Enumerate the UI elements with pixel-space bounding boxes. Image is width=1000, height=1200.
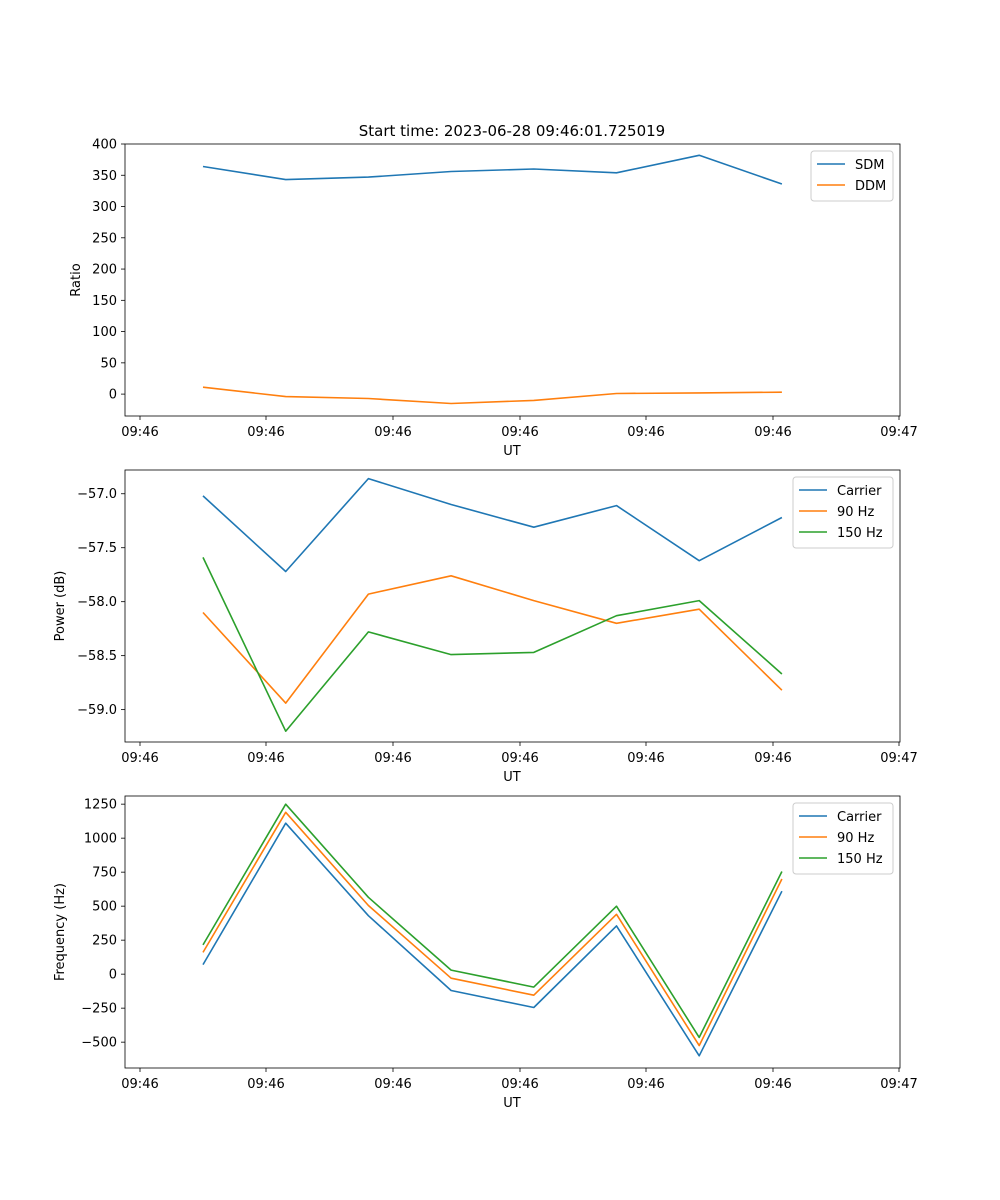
y-tick-label: −57.0 (77, 487, 117, 502)
legend-label: 150 Hz (837, 852, 883, 867)
legend-label: Carrier (837, 810, 882, 825)
y-tick-label: 750 (92, 866, 117, 881)
y-tick-label: −58.0 (77, 595, 117, 610)
legend-label: 150 Hz (837, 526, 883, 541)
chart-panel-1: 0 50 100 150 200 250 300 350 400 09:46 09:46 09:46 0… (69, 138, 918, 460)
y-tick-label: 100 (92, 325, 117, 340)
y-tick-label: 500 (92, 900, 117, 915)
x-tick-label: 09:47 (880, 1077, 917, 1092)
legend-box (792, 476, 894, 549)
x-axis-label: UT (503, 770, 521, 785)
x-tick-label: 09:47 (880, 425, 917, 440)
x-tick-label: 09:46 (374, 425, 411, 440)
y-tick-label: 50 (100, 356, 117, 371)
x-tick-label: 09:46 (627, 751, 664, 766)
x-axis-label: UT (503, 1096, 521, 1111)
x-tick-label: 09:46 (501, 751, 538, 766)
x-tick-label: 09:46 (501, 1077, 538, 1092)
y-tick-label: 300 (92, 200, 117, 215)
x-tick-label: 09:46 (627, 1077, 664, 1092)
x-tick-label: 09:46 (374, 751, 411, 766)
series-line-ddm (202, 386, 782, 405)
y-tick-label: 1000 (84, 832, 117, 847)
x-tick-label: 09:46 (121, 425, 158, 440)
y-tick-label: −500 (81, 1036, 117, 1051)
series-line-carrier (202, 477, 783, 573)
x-tick-label: 09:46 (754, 751, 791, 766)
legend-label: Carrier (837, 484, 882, 499)
y-tick-label: −58.5 (77, 649, 117, 664)
x-tick-label: 09:46 (247, 425, 284, 440)
x-tick-label: 09:46 (247, 1077, 284, 1092)
legend: Carrier 90 Hz 150 Hz (792, 802, 894, 875)
y-tick-label: −57.5 (77, 541, 117, 556)
legend-label: 90 Hz (837, 505, 874, 520)
y-tick-label: −59.0 (77, 703, 117, 718)
y-tick-label: 200 (92, 263, 117, 278)
x-tick-label: 09:46 (374, 1077, 411, 1092)
y-tick-label: 400 (92, 138, 117, 153)
legend-box (792, 802, 894, 875)
legend-label: DDM (855, 179, 886, 194)
chart-panel-2: −59.0 −58.5 −58.0 −57.5 −57.0 09:46 09:46 09:46… (53, 469, 918, 785)
x-tick-label: 09:46 (501, 425, 538, 440)
y-tick-label: 0 (109, 388, 117, 403)
y-axis-label: Ratio (69, 263, 84, 296)
series-line-150-hz (202, 803, 783, 1039)
legend-label: 90 Hz (837, 831, 874, 846)
legend: Carrier 90 Hz 150 Hz (792, 476, 894, 549)
series-line-150-hz (202, 557, 783, 733)
y-tick-label: 150 (92, 294, 117, 309)
axes-frame (124, 469, 901, 743)
x-tick-label: 09:47 (880, 751, 917, 766)
y-tick-label: 250 (92, 934, 117, 949)
y-axis-label: Frequency (Hz) (53, 883, 68, 981)
y-tick-label: 350 (92, 169, 117, 184)
y-tick-label: 250 (92, 231, 117, 246)
chart-panel-3: −500 −250 0 250 500 750 1000 1250 09:46 09:46 09:4… (53, 795, 918, 1111)
legend-label: SDM (855, 158, 884, 173)
axes-frame (124, 795, 901, 1069)
y-tick-label: 1250 (84, 798, 117, 813)
axes-frame (124, 143, 901, 417)
series-line-90-hz (202, 811, 783, 1047)
series-line-90-hz (202, 574, 783, 704)
legend: SDM DDM (810, 150, 894, 202)
y-axis-label: Power (dB) (53, 571, 68, 642)
x-tick-label: 09:46 (121, 751, 158, 766)
x-axis-label: UT (503, 444, 521, 459)
x-tick-label: 09:46 (754, 1077, 791, 1092)
series-line-carrier (202, 822, 783, 1057)
series-line-sdm (202, 154, 783, 185)
figure-title: Start time: 2023-06-28 09:46:01.725019 (359, 122, 665, 140)
x-tick-label: 09:46 (247, 751, 284, 766)
x-tick-label: 09:46 (121, 1077, 158, 1092)
x-tick-label: 09:46 (754, 425, 791, 440)
y-tick-label: −250 (81, 1002, 117, 1017)
x-tick-label: 09:46 (627, 425, 664, 440)
y-tick-label: 0 (109, 968, 117, 983)
chart-panels: 0 50 100 150 200 250 300 350 400 09:46 09:46 09:46 0… (53, 138, 918, 1112)
